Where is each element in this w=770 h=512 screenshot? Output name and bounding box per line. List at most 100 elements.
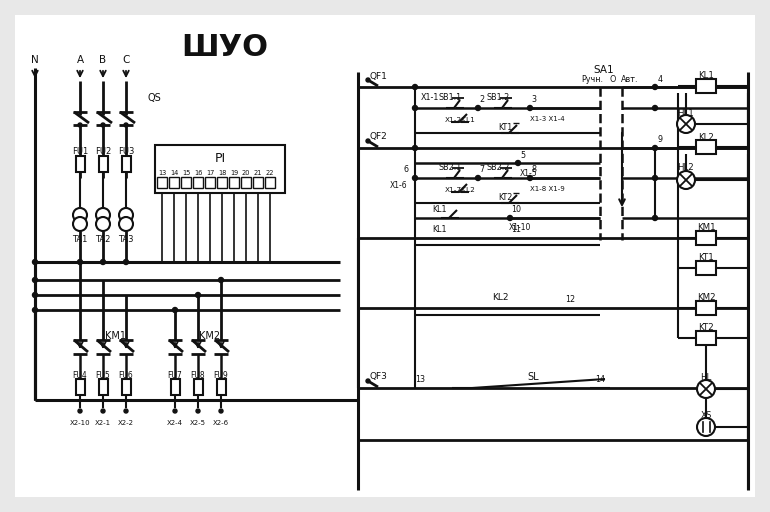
Circle shape: [32, 278, 38, 283]
Circle shape: [119, 208, 133, 222]
Text: 9: 9: [658, 136, 662, 144]
Text: X1-10: X1-10: [509, 224, 531, 232]
Text: 14: 14: [595, 374, 605, 383]
Bar: [194, 379, 203, 395]
Bar: [99, 156, 108, 172]
Text: FU1: FU1: [72, 147, 88, 157]
Circle shape: [366, 78, 370, 82]
Text: 15: 15: [182, 170, 190, 176]
Circle shape: [697, 380, 715, 398]
Text: X2-1: X2-1: [95, 420, 111, 426]
Text: SB2.2: SB2.2: [487, 162, 510, 172]
Text: 12: 12: [565, 295, 575, 305]
Bar: [229, 177, 239, 188]
Bar: [253, 177, 263, 188]
Text: 7: 7: [480, 165, 484, 175]
Circle shape: [413, 176, 417, 181]
Circle shape: [652, 105, 658, 111]
Text: 16: 16: [194, 170, 203, 176]
Text: 22: 22: [266, 170, 274, 176]
Bar: [205, 177, 215, 188]
Bar: [217, 379, 226, 395]
Bar: [155, 145, 285, 193]
Circle shape: [124, 409, 128, 413]
Text: X2-5: X2-5: [190, 420, 206, 426]
Circle shape: [196, 409, 200, 413]
Circle shape: [476, 176, 480, 181]
Circle shape: [413, 145, 417, 151]
Text: Авт.: Авт.: [621, 75, 639, 84]
Circle shape: [677, 171, 695, 189]
Text: X1-3 X1-4: X1-3 X1-4: [530, 116, 564, 122]
Circle shape: [697, 418, 715, 436]
Circle shape: [413, 105, 417, 111]
Bar: [696, 261, 716, 275]
Text: N: N: [31, 55, 38, 65]
Text: KT2: KT2: [498, 194, 512, 203]
Text: TA3: TA3: [119, 236, 134, 245]
Text: О: О: [610, 75, 616, 84]
Text: FU5: FU5: [95, 371, 110, 379]
Text: QF1: QF1: [369, 72, 387, 80]
Text: 13: 13: [158, 170, 166, 176]
Bar: [122, 156, 131, 172]
Circle shape: [196, 292, 200, 297]
Bar: [696, 140, 716, 154]
Text: SA1: SA1: [594, 65, 614, 75]
Text: 8: 8: [531, 165, 537, 175]
Text: KM1: KM1: [105, 331, 126, 341]
Circle shape: [527, 176, 533, 181]
Text: KL1: KL1: [698, 72, 714, 80]
Text: A: A: [76, 55, 84, 65]
Text: TA2: TA2: [95, 236, 111, 245]
Text: KM1: KM1: [697, 224, 715, 232]
Text: X2-10: X2-10: [70, 420, 90, 426]
Text: SB2.1: SB2.1: [438, 162, 462, 172]
Circle shape: [123, 260, 129, 265]
Bar: [171, 379, 180, 395]
Text: FU4: FU4: [72, 371, 87, 379]
Circle shape: [32, 292, 38, 297]
Bar: [265, 177, 275, 188]
Text: KT1: KT1: [498, 123, 512, 133]
Circle shape: [413, 84, 417, 90]
Bar: [217, 177, 227, 188]
Circle shape: [101, 409, 105, 413]
Circle shape: [73, 208, 87, 222]
Bar: [696, 301, 716, 315]
Text: X2-2: X2-2: [118, 420, 134, 426]
Circle shape: [32, 308, 38, 312]
Text: KL2: KL2: [492, 293, 508, 303]
Circle shape: [476, 105, 480, 111]
Bar: [181, 177, 191, 188]
Bar: [76, 379, 85, 395]
Text: X2-4: X2-4: [167, 420, 183, 426]
Circle shape: [78, 260, 82, 265]
Bar: [157, 177, 167, 188]
Text: 3: 3: [531, 96, 537, 104]
Text: X1-6: X1-6: [390, 181, 407, 190]
Text: 6: 6: [403, 165, 408, 175]
Circle shape: [527, 105, 533, 111]
Circle shape: [219, 278, 223, 283]
Text: 20: 20: [242, 170, 250, 176]
Text: 10: 10: [511, 205, 521, 215]
Text: SL: SL: [527, 372, 539, 382]
Bar: [169, 177, 179, 188]
Circle shape: [96, 208, 110, 222]
Circle shape: [652, 216, 658, 221]
Circle shape: [515, 160, 521, 165]
Text: 5: 5: [521, 151, 526, 160]
Text: FU8: FU8: [191, 371, 206, 379]
Text: FU9: FU9: [213, 371, 229, 379]
Text: X1-1: X1-1: [421, 93, 440, 101]
Circle shape: [96, 217, 110, 231]
Text: 14: 14: [170, 170, 178, 176]
Circle shape: [366, 379, 370, 383]
Text: SB1.1: SB1.1: [438, 93, 461, 101]
Circle shape: [677, 115, 695, 133]
Text: SB1.2: SB1.2: [487, 93, 510, 101]
Bar: [696, 79, 716, 93]
Text: HL: HL: [701, 373, 711, 382]
Circle shape: [366, 139, 370, 143]
